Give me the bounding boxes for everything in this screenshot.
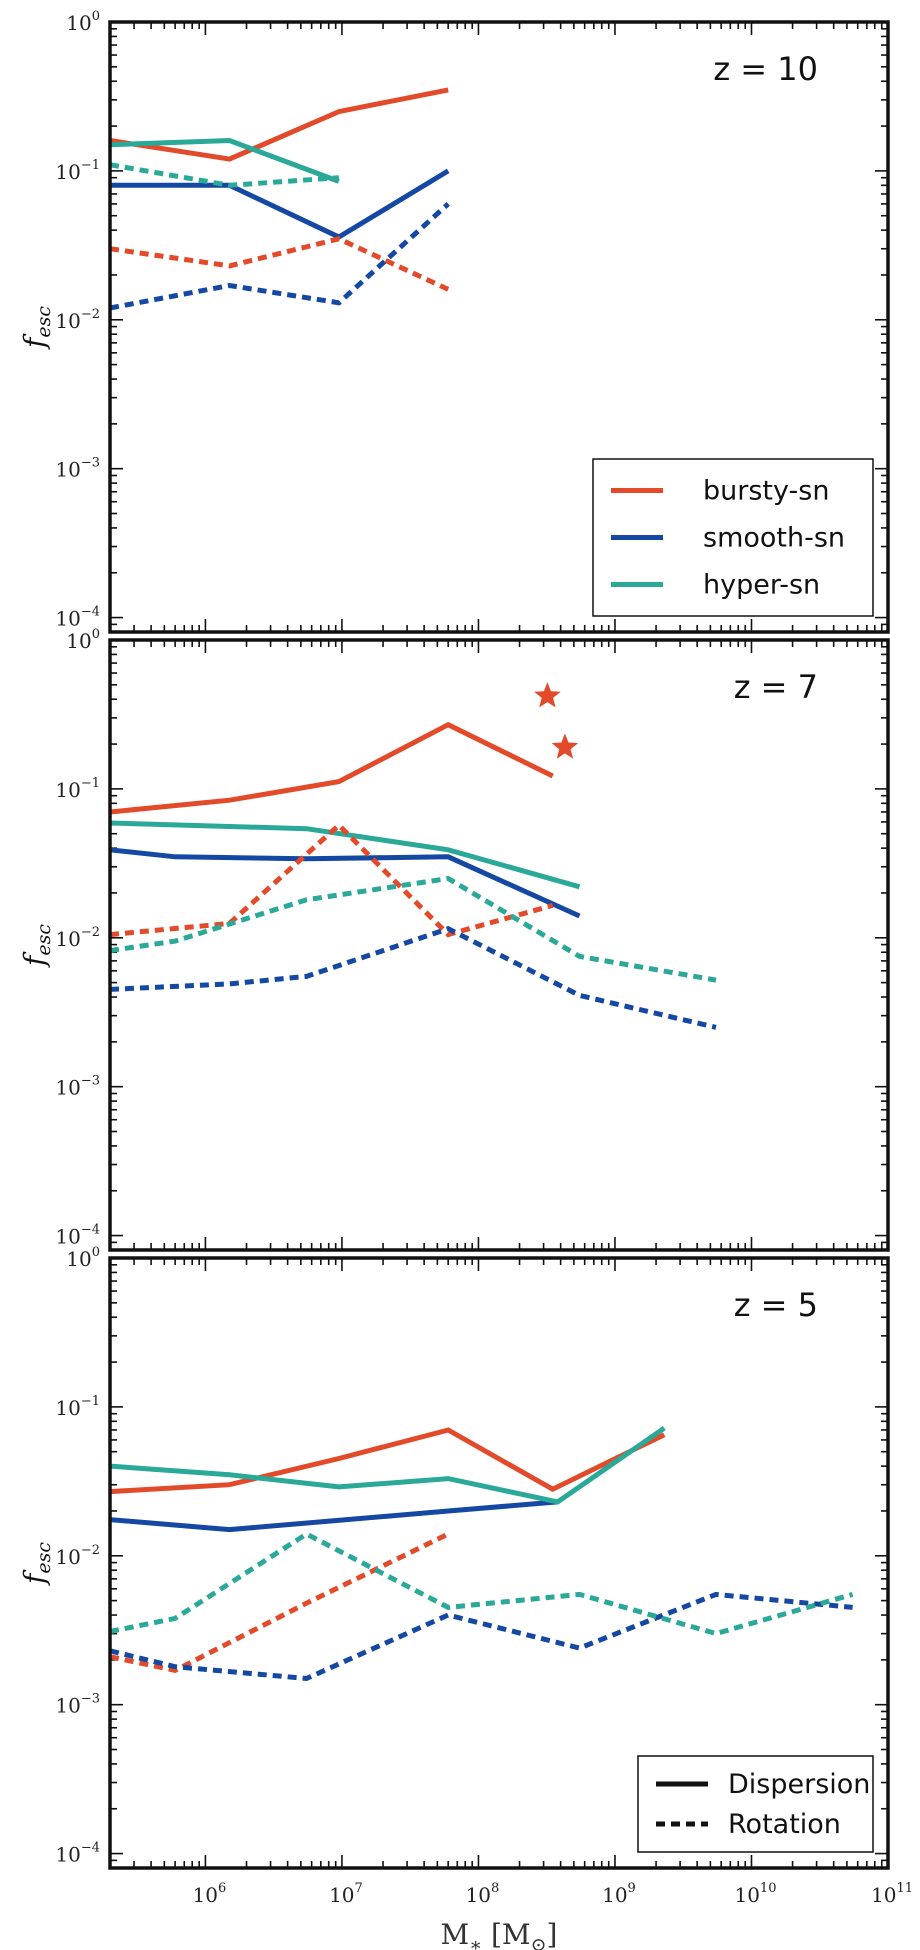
x-tick-label: 107 — [329, 1881, 363, 1907]
series-line-smooth-sn-dispersion — [109, 847, 581, 919]
legend-label: Dispersion — [728, 1769, 870, 1800]
y-tick-label: 10−1 — [55, 158, 100, 184]
panel-1: 100 10−1 10−2 10−3 10−4 fesc z = 10 bursty-sn sm… — [18, 9, 890, 634]
series-line-hyper-sn-rotation — [109, 875, 717, 983]
panel-frame — [108, 20, 890, 634]
y-tick-label: 10−4 — [55, 605, 100, 631]
legend-box — [637, 1755, 874, 1853]
redshift-label: z = 7 — [734, 668, 818, 706]
legend-label: smooth-sn — [703, 523, 845, 554]
axis-ticks — [109, 639, 889, 1251]
y-axis-label: fesc — [18, 306, 55, 350]
series-line-hyper-sn-dispersion — [109, 1426, 666, 1505]
y-tick-label: 10−4 — [55, 1841, 100, 1867]
legend-label: Rotation — [728, 1809, 841, 1840]
panel-frame — [108, 1256, 890, 1870]
x-axis-label: M∗ [M⊙] — [441, 1918, 558, 1950]
legend: bursty-sn smooth-sn hyper-sn — [592, 458, 874, 617]
x-tick-label: 109 — [602, 1881, 636, 1907]
legend-label: bursty-sn — [703, 476, 829, 507]
legend-label: hyper-sn — [703, 570, 820, 601]
star-marker — [551, 733, 579, 759]
panel-2: 100 10−1 10−2 10−3 10−4 fesc z = 7 — [18, 627, 890, 1252]
x-tick-label: 1010 — [734, 1881, 776, 1907]
star-marker — [534, 682, 561, 708]
y-tick-label: 10−4 — [55, 1223, 100, 1249]
y-tick-label: 10−2 — [55, 1543, 100, 1569]
y-tick-label: 10−3 — [55, 456, 100, 482]
panel-3: 100 10−1 10−2 10−3 10−4 fesc z = 5 Dispersion Ro… — [18, 1245, 913, 1950]
x-tick-label: 106 — [193, 1881, 227, 1907]
series-line-hyper-sn-rotation — [109, 1531, 854, 1637]
series-line-bursty-sn-rotation — [109, 821, 554, 938]
series-line-hyper-sn-dispersion — [109, 820, 581, 890]
series-line-bursty-sn-dispersion — [109, 1427, 666, 1495]
redshift-label: z = 5 — [734, 1286, 818, 1324]
y-tick-label: 10−1 — [55, 1394, 100, 1420]
series-group — [109, 1426, 854, 1682]
series-line-smooth-sn-rotation — [109, 1591, 853, 1682]
y-axis-label: fesc — [18, 1542, 55, 1586]
series-line-smooth-sn-dispersion — [109, 1499, 558, 1533]
series-line-smooth-sn-dispersion — [110, 168, 450, 240]
y-tick-label: 100 — [66, 9, 100, 35]
y-tick-label: 10−1 — [55, 776, 100, 802]
y-tick-label: 100 — [66, 627, 100, 653]
x-tick-label: 1011 — [871, 1881, 913, 1907]
series-line-smooth-sn-rotation — [109, 925, 717, 1030]
y-tick-label: 10−3 — [55, 1692, 100, 1718]
y-tick-label: 10−3 — [55, 1074, 100, 1100]
y-axis-label: fesc — [18, 924, 55, 968]
series-line-hyper-sn-dispersion — [109, 137, 340, 184]
redshift-label: z = 10 — [713, 50, 818, 88]
y-tick-label: 100 — [66, 1245, 100, 1271]
series-line-bursty-sn-rotation — [109, 236, 450, 292]
x-tick-label: 108 — [466, 1881, 500, 1907]
panel-frame — [108, 638, 890, 1252]
legend: Dispersion Rotation — [637, 1755, 874, 1853]
series-group — [109, 721, 717, 1030]
series-line-bursty-sn-dispersion — [109, 721, 554, 815]
series-group — [109, 87, 450, 311]
series-line-smooth-sn-rotation — [109, 202, 450, 311]
y-tick-label: 10−2 — [55, 925, 100, 951]
y-tick-label: 10−2 — [55, 307, 100, 333]
series-line-bursty-sn-dispersion — [109, 87, 449, 162]
series-line-hyper-sn-rotation — [109, 162, 340, 188]
